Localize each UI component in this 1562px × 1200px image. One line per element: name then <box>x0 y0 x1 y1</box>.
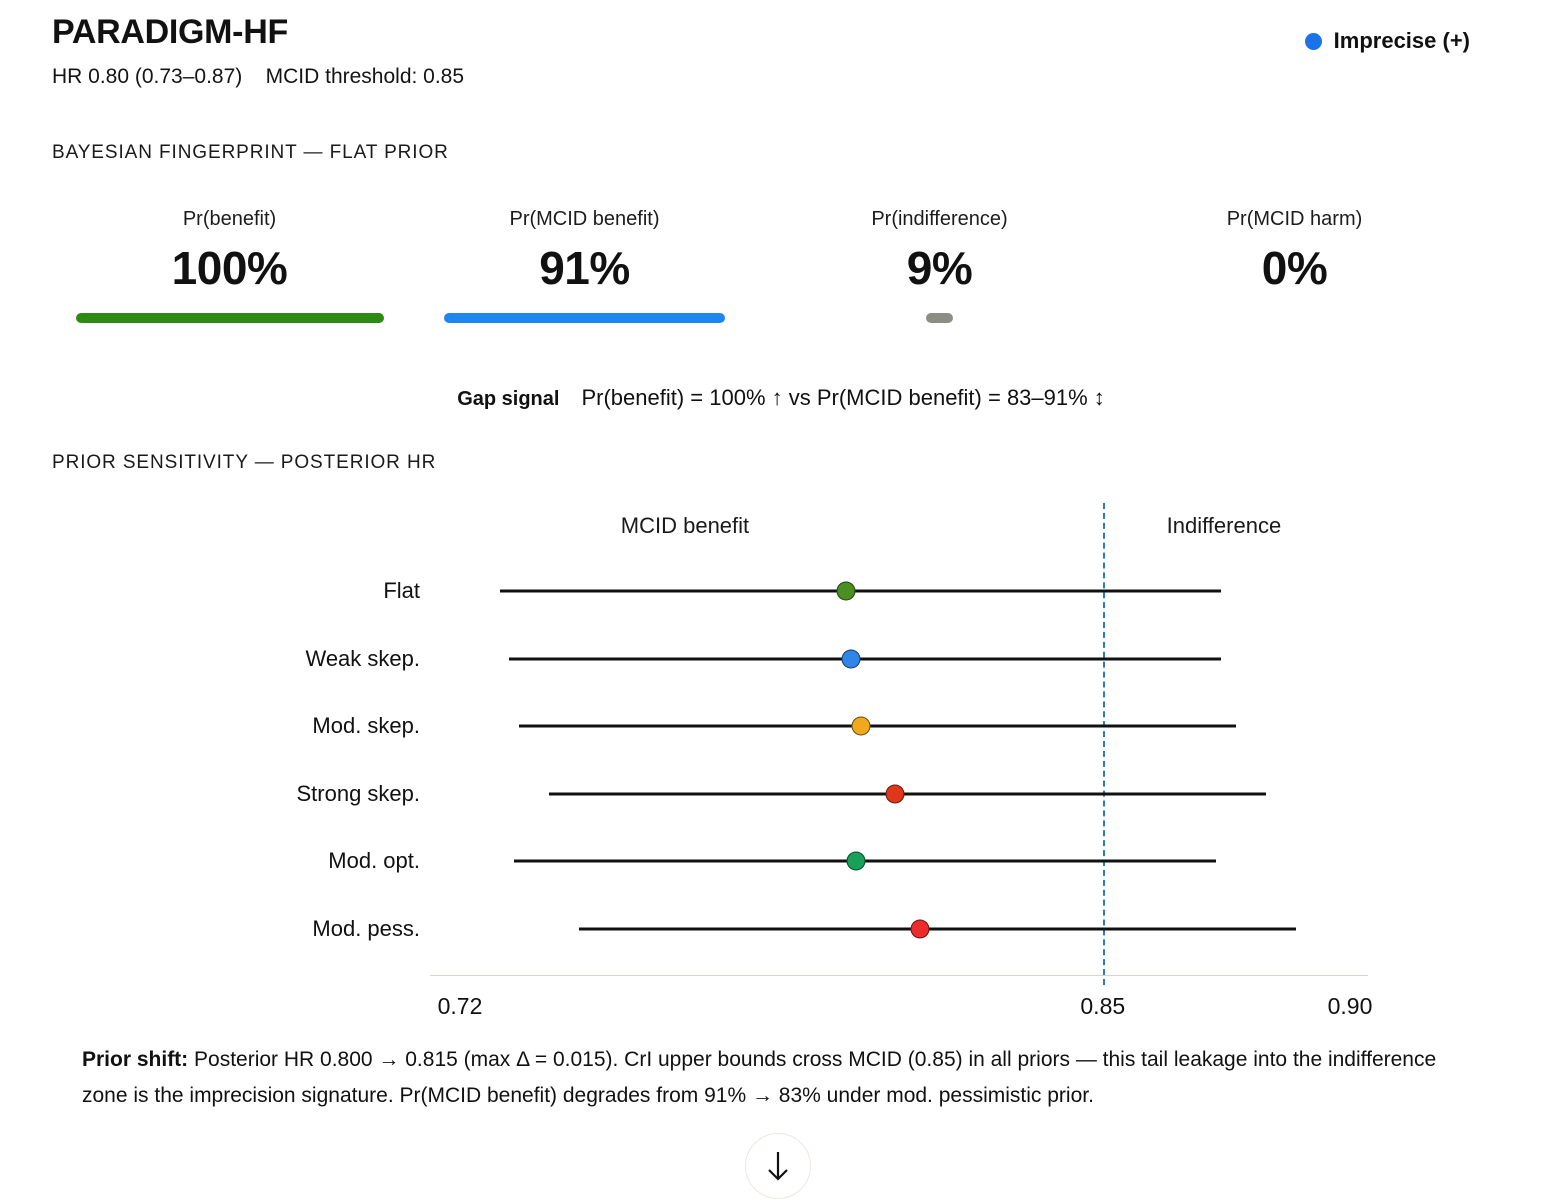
forest-credible-interval <box>519 724 1237 728</box>
forest-point-estimate <box>910 919 930 938</box>
metric-label: Pr(indifference) <box>871 208 1008 230</box>
metric-bar-track <box>407 313 762 323</box>
x-axis-tick-label: 0.90 <box>1327 992 1373 1019</box>
zone-label-indifference: Indifference <box>1166 513 1282 538</box>
x-axis-tick-label: 0.85 <box>1080 992 1126 1019</box>
x-axis-tick-label: 0.72 <box>437 992 483 1019</box>
mcid-threshold-line <box>1102 503 1105 985</box>
metric-label: Pr(MCID benefit) <box>509 208 660 230</box>
arrow-down-icon <box>768 1152 788 1181</box>
forest-credible-interval <box>514 859 1217 863</box>
metric-value: 9% <box>906 242 973 294</box>
forest-credible-interval <box>578 927 1296 930</box>
metric-pr-indifference: Pr(indifference) 9% <box>762 208 1117 323</box>
metric-pr-benefit: Pr(benefit) 100% <box>52 208 407 323</box>
page-title: PARADIGM-HF <box>52 13 288 51</box>
metric-pr-mcid-harm: Pr(MCID harm) 0% <box>1117 208 1472 323</box>
prior-sensitivity-forest-plot: MCID benefit Indifference Flat Weak skep. Mo… <box>0 495 1562 1019</box>
forest-credible-interval <box>499 589 1222 593</box>
page-header: PARADIGM-HF HR 0.80 (0.73–0.87) MCID thr… <box>52 13 465 89</box>
gap-signal-text: Pr(benefit) = 100% ↑ vs Pr(MCID benefit)… <box>581 385 1105 410</box>
scroll-down-button[interactable] <box>745 1133 811 1199</box>
forest-point-estimate <box>841 649 861 668</box>
forest-row-label: Mod. skep. <box>312 713 420 738</box>
fingerprint-metrics: Pr(benefit) 100% Pr(MCID benefit) 91% Pr… <box>52 208 1472 323</box>
metric-label: Pr(benefit) <box>182 208 277 230</box>
metric-value: 91% <box>539 242 630 294</box>
metric-value: 0% <box>1261 242 1328 294</box>
forest-row-label: Weak skep. <box>305 645 420 671</box>
metric-label: Pr(MCID harm) <box>1226 208 1363 230</box>
forest-point-estimate <box>885 784 905 803</box>
metric-bar <box>925 313 954 323</box>
forest-row-label: Mod. pess. <box>312 915 420 941</box>
sensitivity-section-label: PRIOR SENSITIVITY — POSTERIOR HR <box>52 452 437 473</box>
forest-row-label: Mod. opt. <box>328 848 420 873</box>
header-subline: HR 0.80 (0.73–0.87) MCID threshold: 0.85 <box>52 65 465 89</box>
legend-dot-icon <box>1304 32 1322 50</box>
metric-bar-track <box>52 313 407 323</box>
fingerprint-section-label: BAYESIAN FINGERPRINT — FLAT PRIOR <box>52 142 449 163</box>
legend-label: Imprecise (+) <box>1333 28 1470 53</box>
metric-pr-mcid-benefit: Pr(MCID benefit) 91% <box>407 208 762 323</box>
metric-bar <box>75 313 384 323</box>
forest-point-estimate <box>851 716 870 736</box>
forest-credible-interval <box>549 792 1266 795</box>
prior-shift-body: Posterior HR 0.800 → 0.815 (max Δ = 0.01… <box>82 1048 1437 1108</box>
prior-shift-lead: Prior shift: <box>82 1048 189 1071</box>
metric-value: 100% <box>171 242 288 294</box>
forest-row-label: Flat <box>383 578 420 603</box>
forest-point-estimate <box>836 581 856 601</box>
gap-signal-label: Gap signal <box>457 388 560 410</box>
metric-bar-track <box>1117 313 1472 323</box>
zone-label-mcid-benefit: MCID benefit <box>620 513 750 538</box>
x-axis-baseline <box>430 974 1368 976</box>
forest-row-label: Strong skep. <box>296 780 420 806</box>
forest-credible-interval <box>509 657 1222 660</box>
metric-bar <box>444 313 725 323</box>
forest-point-estimate <box>846 851 866 871</box>
gap-signal-row: Gap signal Pr(benefit) = 100% ↑ vs Pr(MC… <box>0 385 1562 411</box>
prior-shift-note: Prior shift: Posterior HR 0.800 → 0.815 … <box>82 1042 1482 1114</box>
legend-imprecise: Imprecise (+) <box>1304 28 1470 54</box>
metric-bar-track <box>762 313 1117 323</box>
